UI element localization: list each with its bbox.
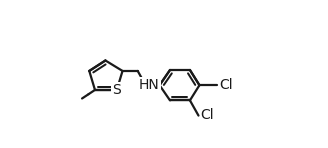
- Text: Cl: Cl: [200, 108, 214, 122]
- Text: Cl: Cl: [219, 78, 233, 92]
- Text: HN: HN: [139, 78, 159, 92]
- Text: S: S: [113, 83, 121, 97]
